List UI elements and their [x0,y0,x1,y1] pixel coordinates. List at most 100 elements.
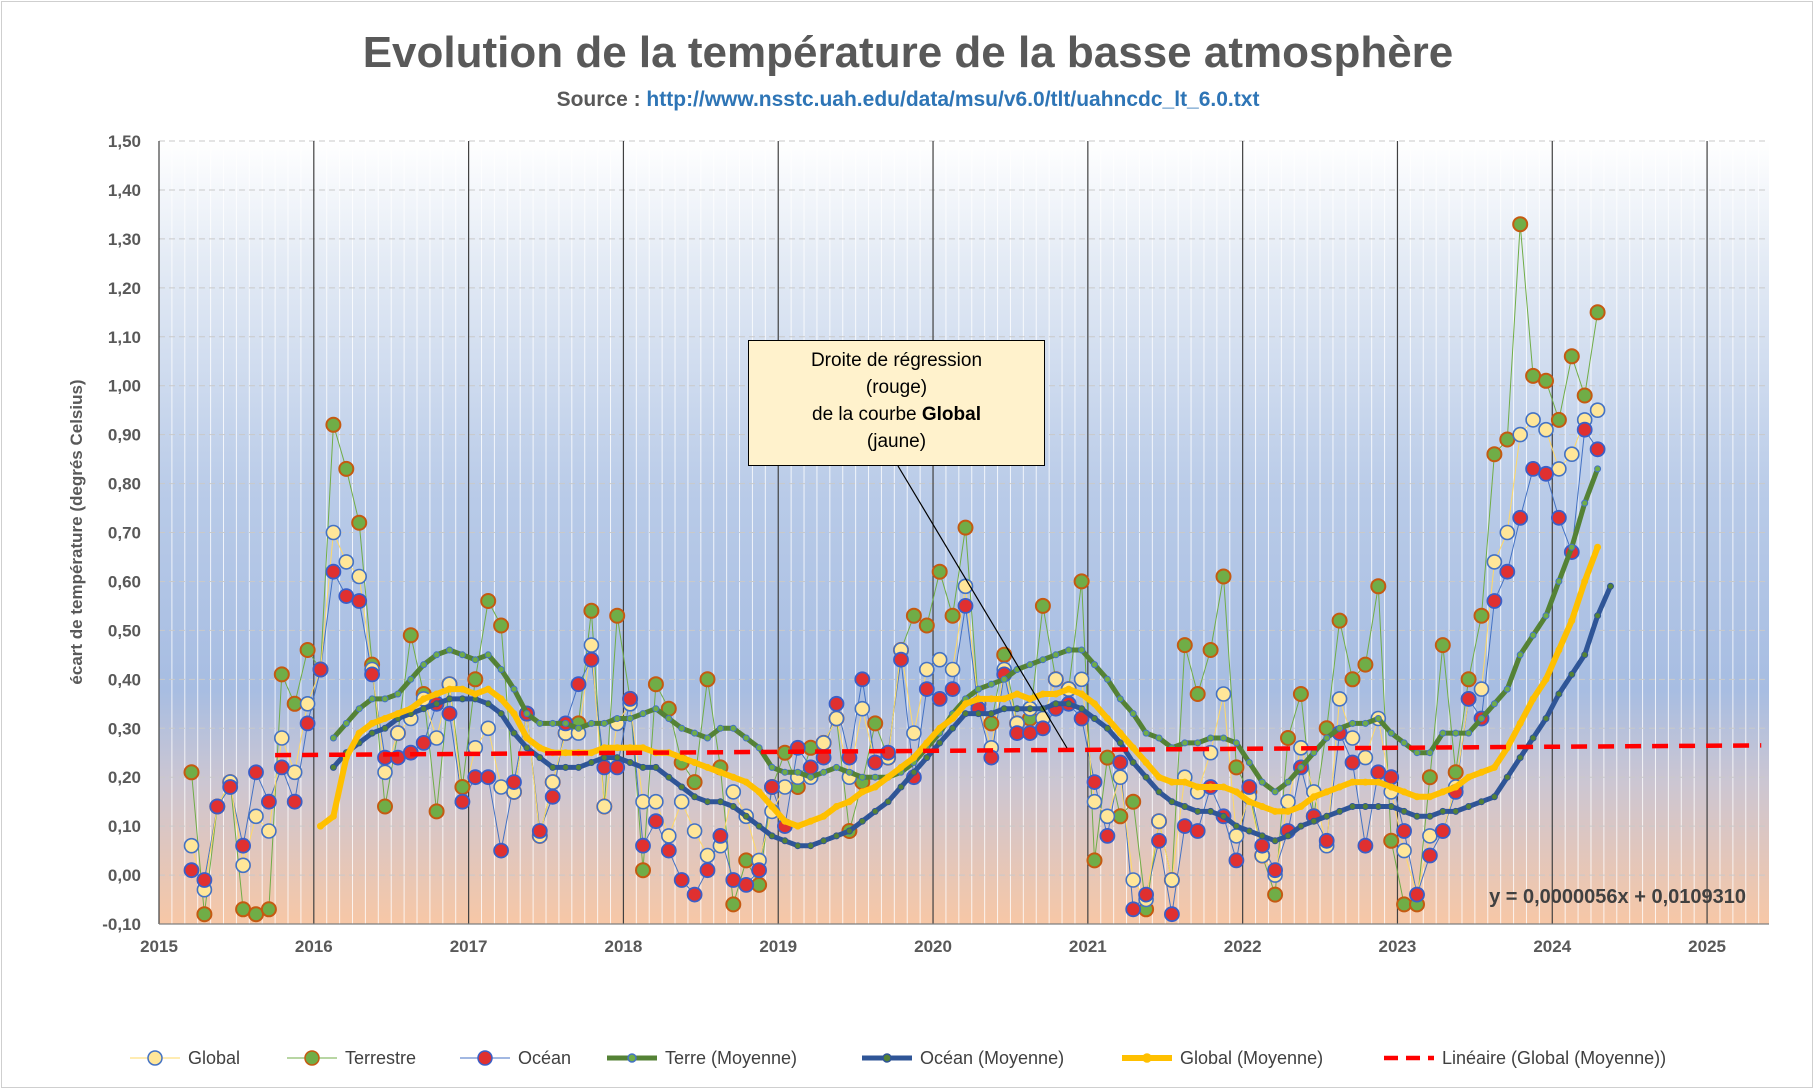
series-terre-moyenne-point [1413,749,1421,757]
series-ocean-point [1576,421,1593,438]
series-ocean-moyenne-point [858,817,866,825]
series-ocean-point [222,779,239,795]
series-ocean-moyenne-point [1413,812,1421,820]
x-tick-label: 2023 [1379,937,1417,956]
series-terrestre-point [1473,607,1490,624]
series-ocean-moyenne-point [510,729,518,737]
series-terrestre-point [867,715,884,732]
series-terrestre-point [647,676,664,693]
source-link[interactable]: http://www.nsstc.uah.edu/data/msu/v6.0/t… [646,88,1260,111]
series-global-moyenne-point [1194,783,1202,791]
series-terre-moyenne-point [1039,656,1047,664]
series-global-point [493,779,509,795]
x-tick-label: 2024 [1533,937,1571,956]
series-ocean-moyenne-point [665,773,673,781]
series-ocean-point [415,735,432,751]
series-global-point [235,857,251,874]
y-tick-label: 0,20 [108,768,141,787]
series-global-point [1499,524,1516,541]
series-global-moyenne-point [1284,807,1292,815]
series-global-moyenne-point [420,695,428,703]
series-terre-moyenne-point [1065,646,1073,654]
series-global-moyenne-point [587,749,595,757]
series-global-moyenne-point [1413,793,1421,801]
legend-marker [304,1050,320,1066]
series-terre-moyenne-point [665,715,673,722]
series-terre-moyenne-point [974,685,982,693]
series-global-moyenne-point [858,788,866,796]
series-global-moyenne-point [910,754,918,762]
series-ocean-moyenne-point [1478,798,1485,806]
callout-line-3: de la courbe Global [749,401,1044,428]
y-tick-label: 0,10 [108,817,141,836]
series-ocean-point [1551,509,1567,526]
series-ocean-moyenne-point [742,812,750,820]
series-global-moyenne-point [394,710,402,718]
series-global-moyenne-point [1232,788,1240,796]
series-terrestre-point [1576,387,1593,404]
series-ocean-moyenne-point [1400,807,1408,815]
series-lineaire-trend-line [275,743,1762,758]
series-terrestre-point [1331,612,1348,629]
series-ocean-moyenne-point [613,754,621,762]
chart-title: Evolution de la température de la basse … [362,28,1454,77]
series-ocean-point [1267,862,1283,879]
series-ocean-moyenne-point [639,763,647,771]
series-terre-moyenne-point [987,680,995,688]
series-global-moyenne-point [833,803,840,810]
series-global-moyenne-point [317,822,324,830]
series-global-moyenne-point [1103,715,1111,722]
x-tick-label: 2021 [1069,937,1107,956]
series-terrestre-point [918,617,935,634]
series-ocean-moyenne-point [1581,651,1589,659]
series-ocean-point [183,862,200,879]
series-ocean-moyenne-point [1555,690,1563,698]
series-global-moyenne-point [742,778,750,786]
series-terrestre-point [1421,769,1438,786]
series-terre-moyenne-point [1155,734,1163,742]
series-ocean-moyenne-point [433,700,441,708]
series-global-point [325,524,342,541]
series-ocean-moyenne-point [871,807,879,815]
chart-subtitle: Source : http://www.nsstc.uah.edu/data/m… [0,88,1816,112]
series-terrestre-point [1228,759,1245,776]
series-terre-moyenne-point [1245,759,1253,766]
series-ocean-point [931,691,948,707]
series-ocean-point [1525,460,1541,477]
series-terrestre-point [1215,568,1232,585]
series-ocean-moyenne-point [1245,827,1253,835]
series-ocean-moyenne-point [575,763,582,771]
series-global-moyenne-point [1349,778,1356,786]
series-ocean-point [1434,823,1451,839]
series-ocean-point [764,779,780,795]
legend-label: Terrestre [345,1048,416,1068]
series-ocean-point [1138,886,1154,903]
series-terre-moyenne-point [1310,749,1318,757]
series-global-point [338,554,355,570]
series-ocean-moyenne-point [897,783,905,791]
series-terre-moyenne-point [433,651,441,659]
series-global-point [1538,421,1554,438]
series-terre-moyenne-point [1091,661,1098,669]
y-tick-label: 1,00 [108,377,141,396]
series-global-point [261,823,277,839]
series-ocean-moyenne-point [923,754,931,762]
series-terrestre-point [1563,348,1580,365]
legend-label: Linéaire (Global (Moyenne)) [1442,1048,1666,1068]
series-ocean-moyenne-point [807,842,815,850]
series-global-moyenne-point [1516,719,1524,727]
series-ocean-point [1589,441,1606,458]
series-global-point [299,695,316,712]
y-tick-label: 1,50 [108,132,141,151]
series-global-moyenne-point [1129,744,1137,752]
series-global-point [1151,813,1167,830]
series-ocean-point [867,754,884,771]
series-global-point [1086,793,1103,810]
y-tick-label: 0,80 [108,475,141,494]
callout-line-4: (jaune) [866,431,927,452]
series-ocean-moyenne-point [1000,705,1008,713]
series-terre-moyenne-point [523,710,531,718]
series-terre-moyenne-point [1336,724,1344,732]
x-tick-label: 2015 [140,937,178,956]
series-global-moyenne-point [1181,778,1189,786]
